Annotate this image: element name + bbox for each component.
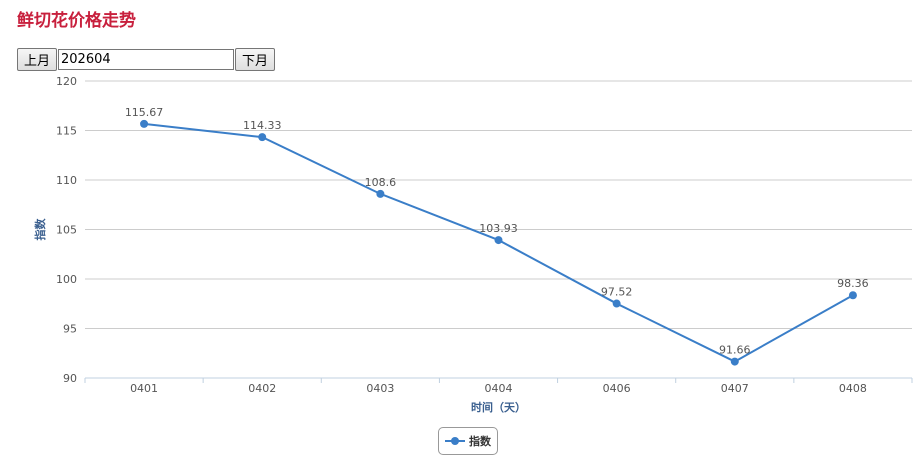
data-point[interactable]: [258, 133, 267, 142]
x-tick-label: 0406: [603, 382, 631, 395]
prev-month-button[interactable]: 上月: [17, 48, 58, 71]
month-controls: 上月 下月: [17, 48, 276, 71]
legend-line-marker-icon: [445, 436, 465, 446]
y-tick-label: 115: [56, 125, 77, 138]
x-tick-label: 0404: [485, 382, 513, 395]
grid-lines: [85, 80, 912, 329]
data-label: 98.36: [837, 277, 869, 290]
data-point[interactable]: [730, 357, 739, 366]
data-label: 103.93: [479, 222, 518, 235]
data-point[interactable]: [848, 291, 857, 300]
next-month-button[interactable]: 下月: [235, 48, 276, 71]
data-label: 97.52: [601, 286, 633, 299]
y-tick-label: 95: [63, 323, 77, 336]
y-tick-label: 105: [56, 224, 77, 237]
data-label: 108.6: [365, 176, 397, 189]
data-point[interactable]: [140, 119, 149, 128]
x-tick-label: 0402: [248, 382, 276, 395]
page-title: 鲜切花价格走势: [17, 11, 136, 31]
data-point[interactable]: [376, 189, 385, 198]
data-point[interactable]: [494, 236, 503, 245]
x-tick-label: 0407: [721, 382, 749, 395]
x-tick-label: 0408: [839, 382, 867, 395]
y-tick-label: 90: [63, 372, 77, 385]
y-axis-title: 指数: [33, 218, 47, 241]
y-tick-label: 120: [56, 75, 77, 88]
y-tick-label: 100: [56, 273, 77, 286]
x-axis-title: 时间（天）: [471, 400, 526, 414]
data-label: 91.66: [719, 344, 751, 357]
series-index: 115.67 114.33 108.6 103.93 97.52 91.66 98.36: [125, 106, 869, 366]
data-label: 115.67: [125, 106, 164, 119]
x-tick-label: 0403: [366, 382, 394, 395]
data-label: 114.33: [243, 119, 282, 132]
y-axis-ticks: 90 95 100 105 110 115 120: [56, 75, 77, 385]
x-tick-label: 0401: [130, 382, 158, 395]
x-axis-ticks: 0401 0402 0403 0404 0406 0407 0408: [84, 378, 913, 395]
month-input[interactable]: [58, 49, 235, 70]
data-point[interactable]: [612, 299, 621, 308]
y-tick-label: 110: [56, 174, 77, 187]
legend[interactable]: 指数: [438, 427, 498, 455]
legend-label: 指数: [469, 435, 491, 448]
